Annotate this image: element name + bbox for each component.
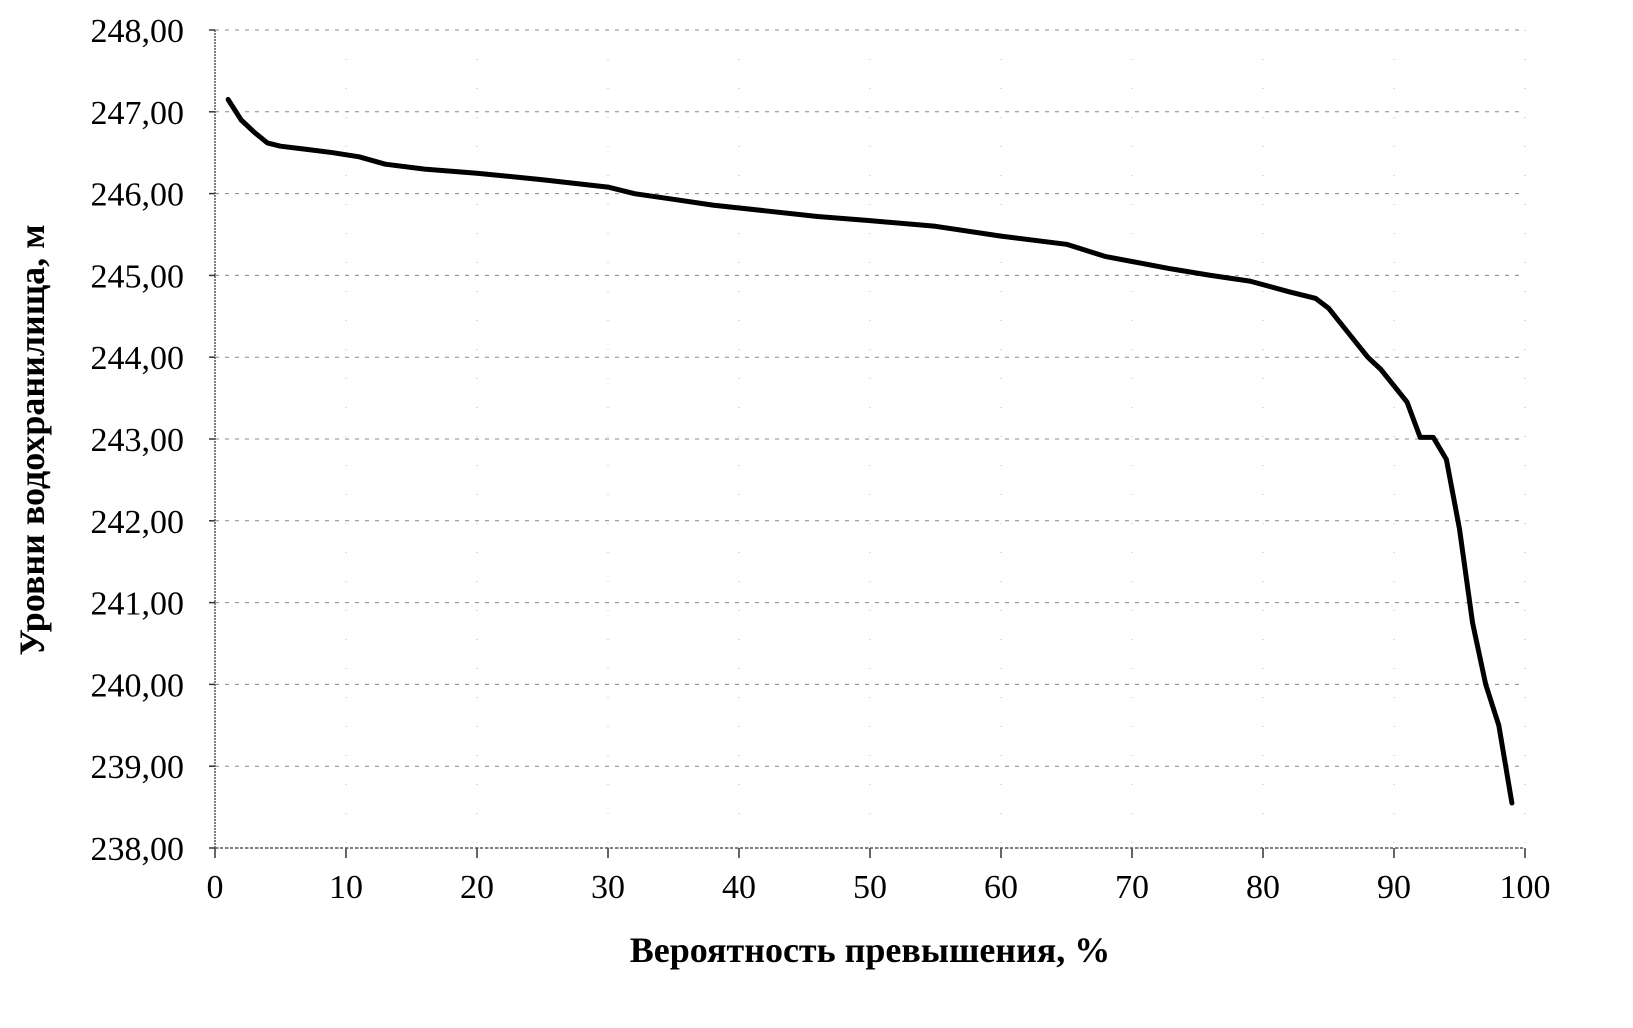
y-tick-label: 244,00	[91, 340, 185, 377]
x-tick-label: 60	[984, 869, 1018, 906]
x-tick-label: 50	[853, 869, 887, 906]
y-axis-title: Уровни водохранилища, м	[12, 224, 52, 655]
y-tick-label: 240,00	[91, 667, 185, 704]
grid-lines	[209, 29, 1526, 858]
y-tick-label: 243,00	[91, 422, 185, 459]
x-tick-label: 80	[1246, 869, 1280, 906]
x-tick-label: 10	[329, 869, 363, 906]
y-tick-label: 248,00	[91, 13, 185, 50]
x-tick-label: 40	[722, 869, 756, 906]
y-tick-label: 238,00	[91, 831, 185, 868]
y-tick-label: 247,00	[91, 95, 185, 132]
y-tick-label: 242,00	[91, 504, 185, 541]
x-tick-label: 30	[591, 869, 625, 906]
x-axis-title: Вероятность превышения, %	[630, 930, 1111, 970]
x-tick-label: 70	[1115, 869, 1149, 906]
x-tick-label: 100	[1500, 869, 1551, 906]
x-tick-label: 20	[460, 869, 494, 906]
y-tick-label: 245,00	[91, 258, 185, 295]
y-tick-labels: 248,00 247,00 246,00 245,00 244,00 243,00 242,…	[91, 13, 185, 868]
x-tick-label: 90	[1377, 869, 1411, 906]
data-line	[225, 97, 1515, 806]
y-tick-label: 246,00	[91, 177, 185, 214]
axes	[214, 30, 1525, 849]
y-tick-label: 239,00	[91, 749, 185, 786]
x-tick-labels: 0 10 20 30 40 50 60 70 80 90 100	[207, 869, 1551, 906]
x-tick-label: 0	[207, 869, 224, 906]
y-tick-label: 241,00	[91, 586, 185, 623]
